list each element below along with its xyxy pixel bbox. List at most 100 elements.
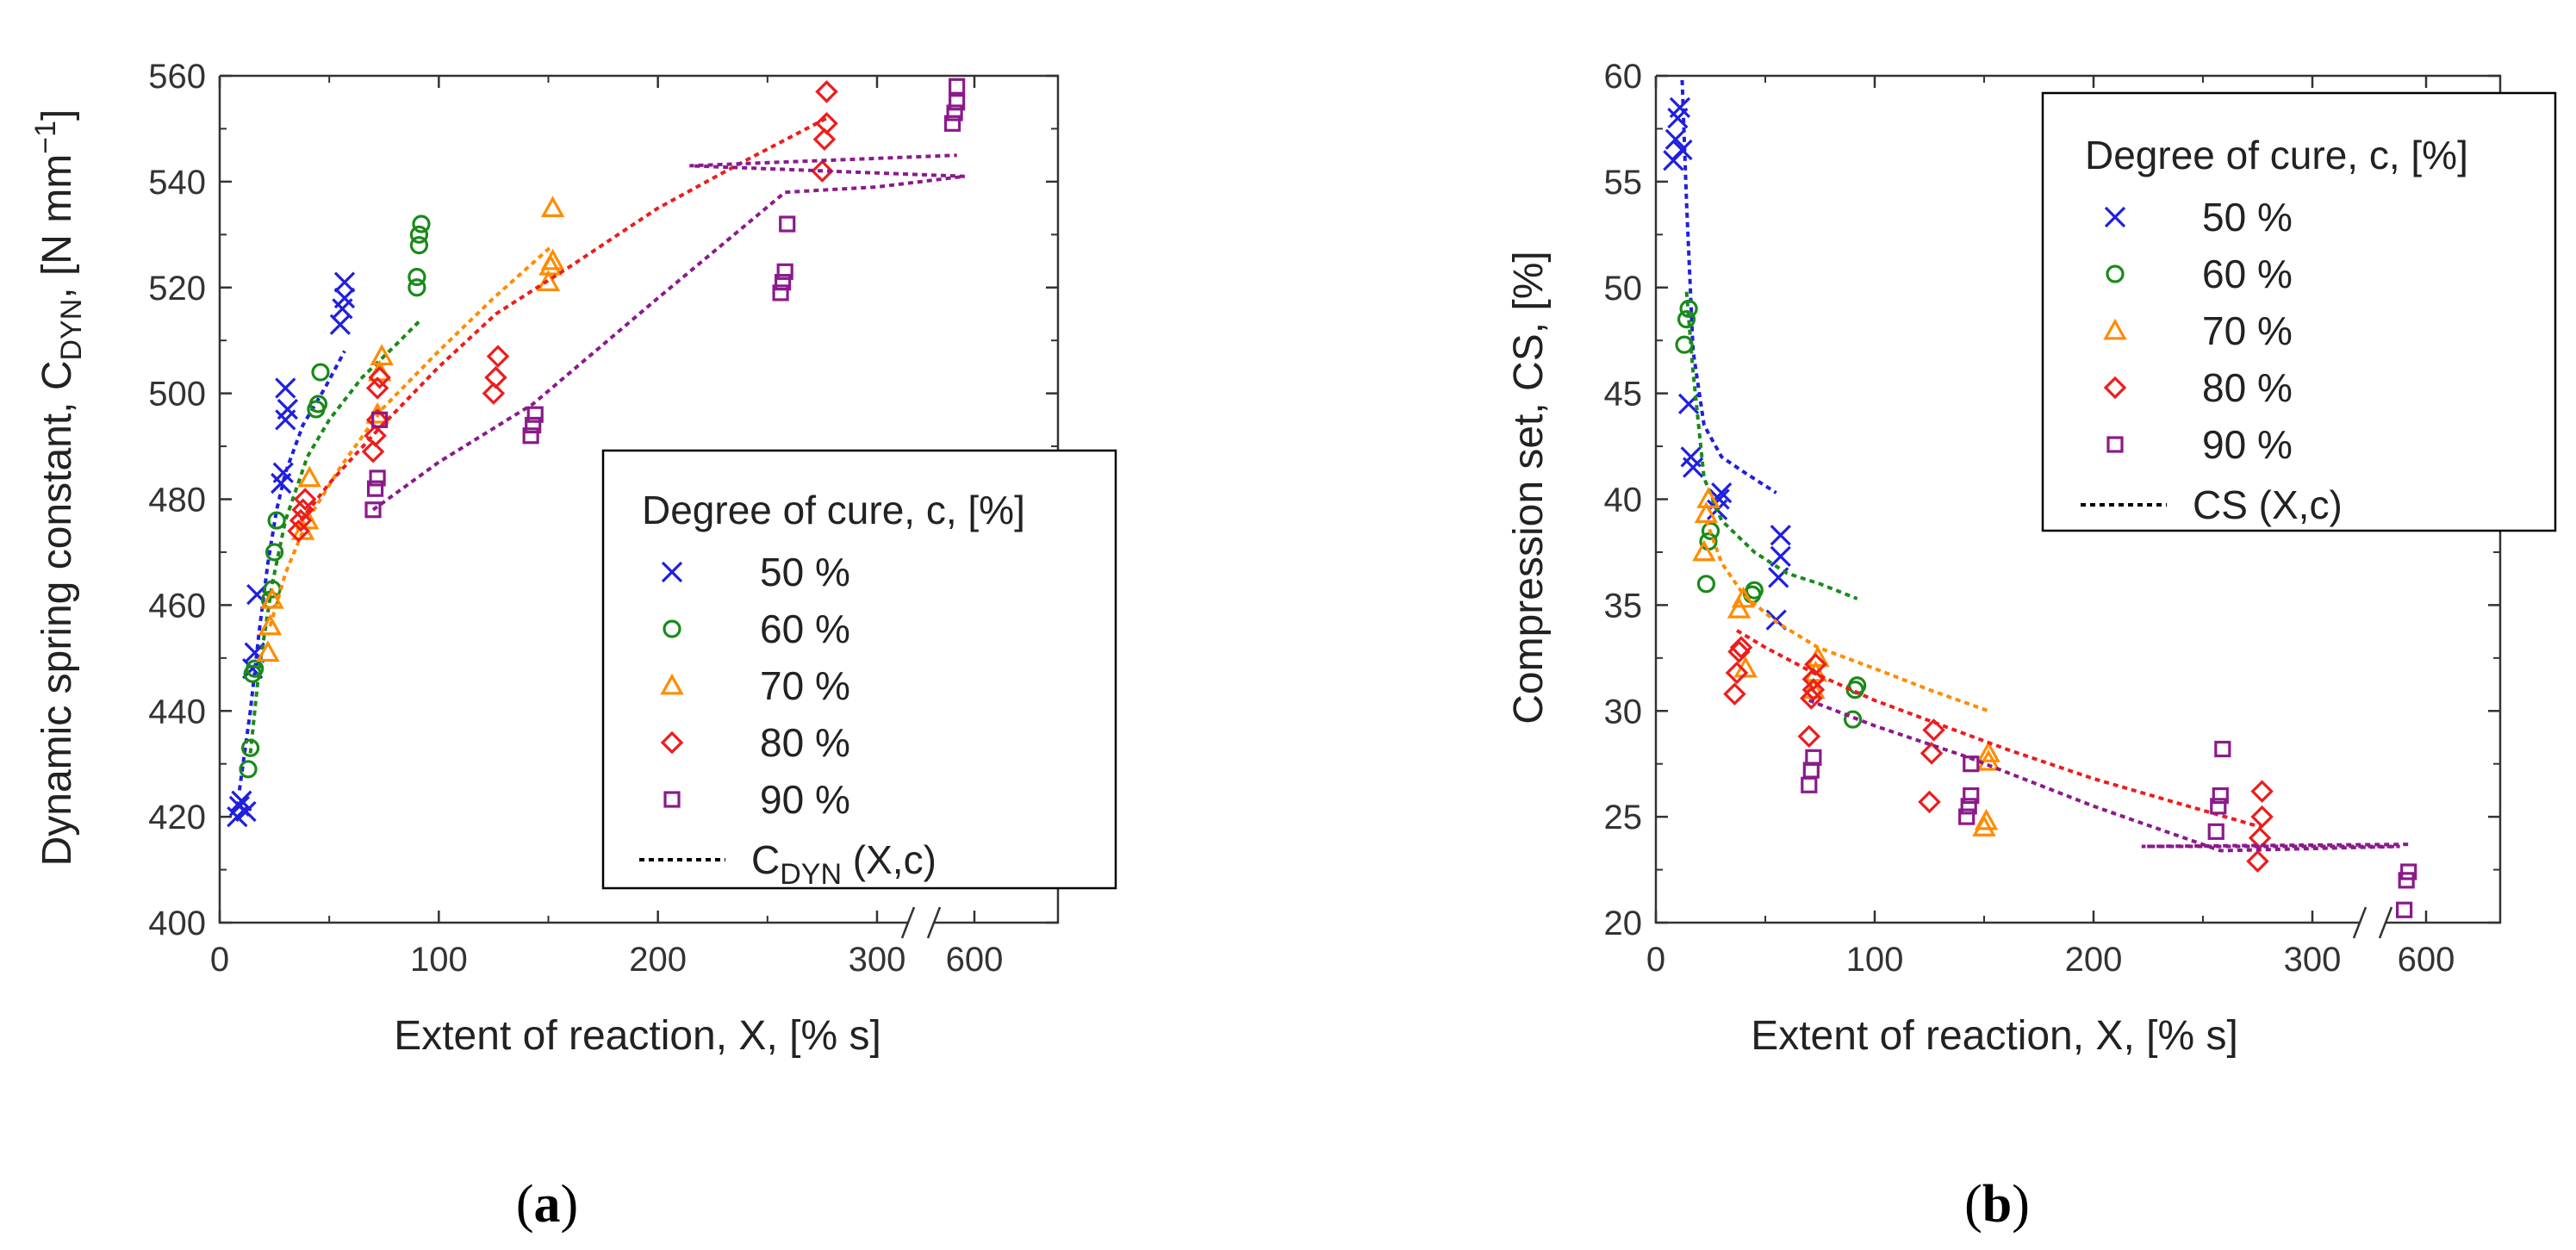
panel-a-data-point-diamond [291, 498, 314, 522]
panel-a-data-point-circle [409, 225, 429, 244]
panel-a-data-point-square [366, 480, 384, 497]
panel-a-x-tick-label: 100 [410, 941, 468, 979]
panel-a-data-point-square [943, 115, 961, 132]
panel-a-data-point-circle [246, 659, 264, 678]
panel-b-data-point-triangle [1976, 741, 2000, 762]
panel-a-data-point-x [272, 462, 294, 483]
panel-a-y-title-main: Dynamic spring constant, C [34, 360, 80, 866]
panel-b-legend-marker-square [2106, 436, 2124, 453]
panel-a-legend-marker-triangle [660, 673, 684, 695]
panel-b-y-tick-label: 30 [1604, 693, 1643, 731]
panel-a-legend-title: Degree of cure, c, [%] [642, 488, 1025, 532]
panel-a-data-point-x [235, 800, 257, 823]
panel-b-axis-break-mark [2378, 906, 2393, 939]
panel-b-data-point-square [1805, 749, 1822, 766]
panel-a-y-tick-label: 460 [148, 587, 206, 625]
panel-a-fit-label-rest: (X,c) [842, 837, 936, 882]
panel-b-data-point-x [1683, 457, 1704, 478]
panel-a-data-point-triangle [256, 640, 280, 662]
panel-a-label: (a) [516, 1175, 578, 1234]
panel-b-y-tick-label: 55 [1604, 164, 1643, 202]
panel-a-data-point-diamond [365, 376, 389, 400]
panel-a-data-point-circle [267, 511, 286, 530]
panel-a-x-tick-label: 0 [210, 941, 229, 979]
panel-a-legend-label: 70 % [760, 663, 850, 708]
panel-b-data-point-square [1963, 756, 1980, 773]
panel-a-y-title-sub: DYN [55, 299, 88, 361]
panel-a-fit-label-sub: DYN [780, 858, 842, 891]
panel-a-data-point-triangle [258, 613, 283, 636]
panel-b-x-axis-title: Extent of reaction, X, [% s] [1751, 1013, 2238, 1059]
panel-a-data-point-x [275, 377, 296, 399]
panel-a-data-point-circle [239, 760, 258, 779]
panel-b-data-point-diamond [1922, 718, 1945, 742]
panel-b-series-triangle [1692, 487, 2000, 836]
panel-a-data-point-diamond [289, 508, 313, 532]
panel-b-data-point-triangle [1974, 808, 1999, 830]
panel-a-legend-marker-circle [663, 619, 681, 638]
panel-a-data-point-diamond [484, 365, 507, 389]
panel-a-data-point-diamond [486, 345, 510, 368]
panel-b-data-point-square [2212, 787, 2229, 805]
panel-a-data-point-diamond [364, 424, 387, 448]
panel-b-label-close: ) [2012, 1175, 2030, 1234]
panel-a-fit-line-x [237, 350, 346, 791]
panel-b-legend-title: Degree of cure, c, [%] [2085, 133, 2468, 177]
panel-a-data-point-circle [408, 267, 426, 287]
panel-b-legend-frame [2041, 91, 2557, 532]
panel-a-y-tick-label: 540 [148, 164, 206, 202]
panel-a-legend-items: 50 % 60 % 70 % 80 % 90 % [660, 550, 850, 822]
panel-a-legend-label: 50 % [760, 550, 850, 594]
panel-b-data-point-diamond [1801, 678, 1826, 701]
panel-b-data-point-diamond [2250, 805, 2274, 829]
panel-a-data-point-square [364, 501, 382, 519]
panel-a-data-point-circle [308, 395, 328, 414]
panel-a-data-point-circle [408, 278, 426, 297]
panel-b-legend-marker-diamond [2103, 376, 2127, 400]
panel-b-fit-line-square [1808, 699, 2409, 853]
panel-a-legend-marker-diamond [660, 731, 684, 755]
panel-b-legend-items: 50 % 60 % 70 % 80 % 90 % [2103, 195, 2293, 467]
panel-a-x-axis-title: Extent of reaction, X, [% s] [394, 1013, 881, 1059]
panel-b-legend-label: 60 % [2202, 252, 2293, 296]
panel-b-data-point-diamond [1729, 636, 1753, 659]
panel-b-legend-label: 80 % [2202, 365, 2293, 410]
panel-b-data-point-diamond [1918, 790, 1941, 814]
panel-a-data-point-square [371, 411, 389, 428]
panel-b-series-diamond [1723, 629, 2274, 873]
panel-a-data-point-triangle [260, 587, 284, 609]
panel-a-x-tick-label: 300 [849, 941, 906, 979]
panel-b-fit-line-triangle [1704, 519, 1989, 713]
panel-b-label-letter: b [1982, 1175, 2012, 1234]
panel-a-fit-label-main: C [751, 837, 780, 882]
panel-a-label-letter: a [534, 1175, 561, 1234]
panel-b-y-tick-label: 45 [1604, 376, 1643, 414]
panel-b-data-point-square [2398, 872, 2415, 889]
panel-a-data-point-triangle [536, 270, 561, 292]
panel-b-data-point-circle [1677, 310, 1696, 329]
panel-a-series-diamond [287, 80, 838, 543]
panel-a-legend-label: 60 % [760, 606, 850, 651]
panel-b-series-square [1801, 699, 2417, 918]
panel-a-y-tick-label: 480 [148, 482, 206, 519]
panel-a-axis-break-mark [926, 906, 942, 939]
panel-a-y-tick-label: 500 [148, 376, 206, 414]
panel-a-data-point-diamond [368, 365, 391, 389]
panel-a-y-tick-label: 520 [148, 270, 206, 308]
panel-b-x-tick-label: 0 [1646, 941, 1665, 979]
panel-a-data-point-triangle [540, 196, 565, 217]
panel-a-data-point-diamond [365, 408, 389, 432]
panel-b-fit-line-diamond [1735, 629, 2263, 830]
panel-b-data-point-square [1958, 808, 1976, 825]
panel-a-data-point-triangle [540, 248, 565, 271]
panel-a-data-point-triangle [297, 465, 321, 488]
panel-b-data-point-x [1770, 545, 1791, 567]
panel-b-data-point-triangle [1727, 596, 1752, 619]
panel-a-fit-line-circle [248, 318, 423, 754]
panel-b-data-point-triangle [1696, 487, 1720, 508]
panel-b-legend-marker-x [2104, 206, 2126, 228]
panel-a-data-point-circle [409, 236, 429, 255]
panel-b-data-point-diamond [1723, 682, 1746, 706]
